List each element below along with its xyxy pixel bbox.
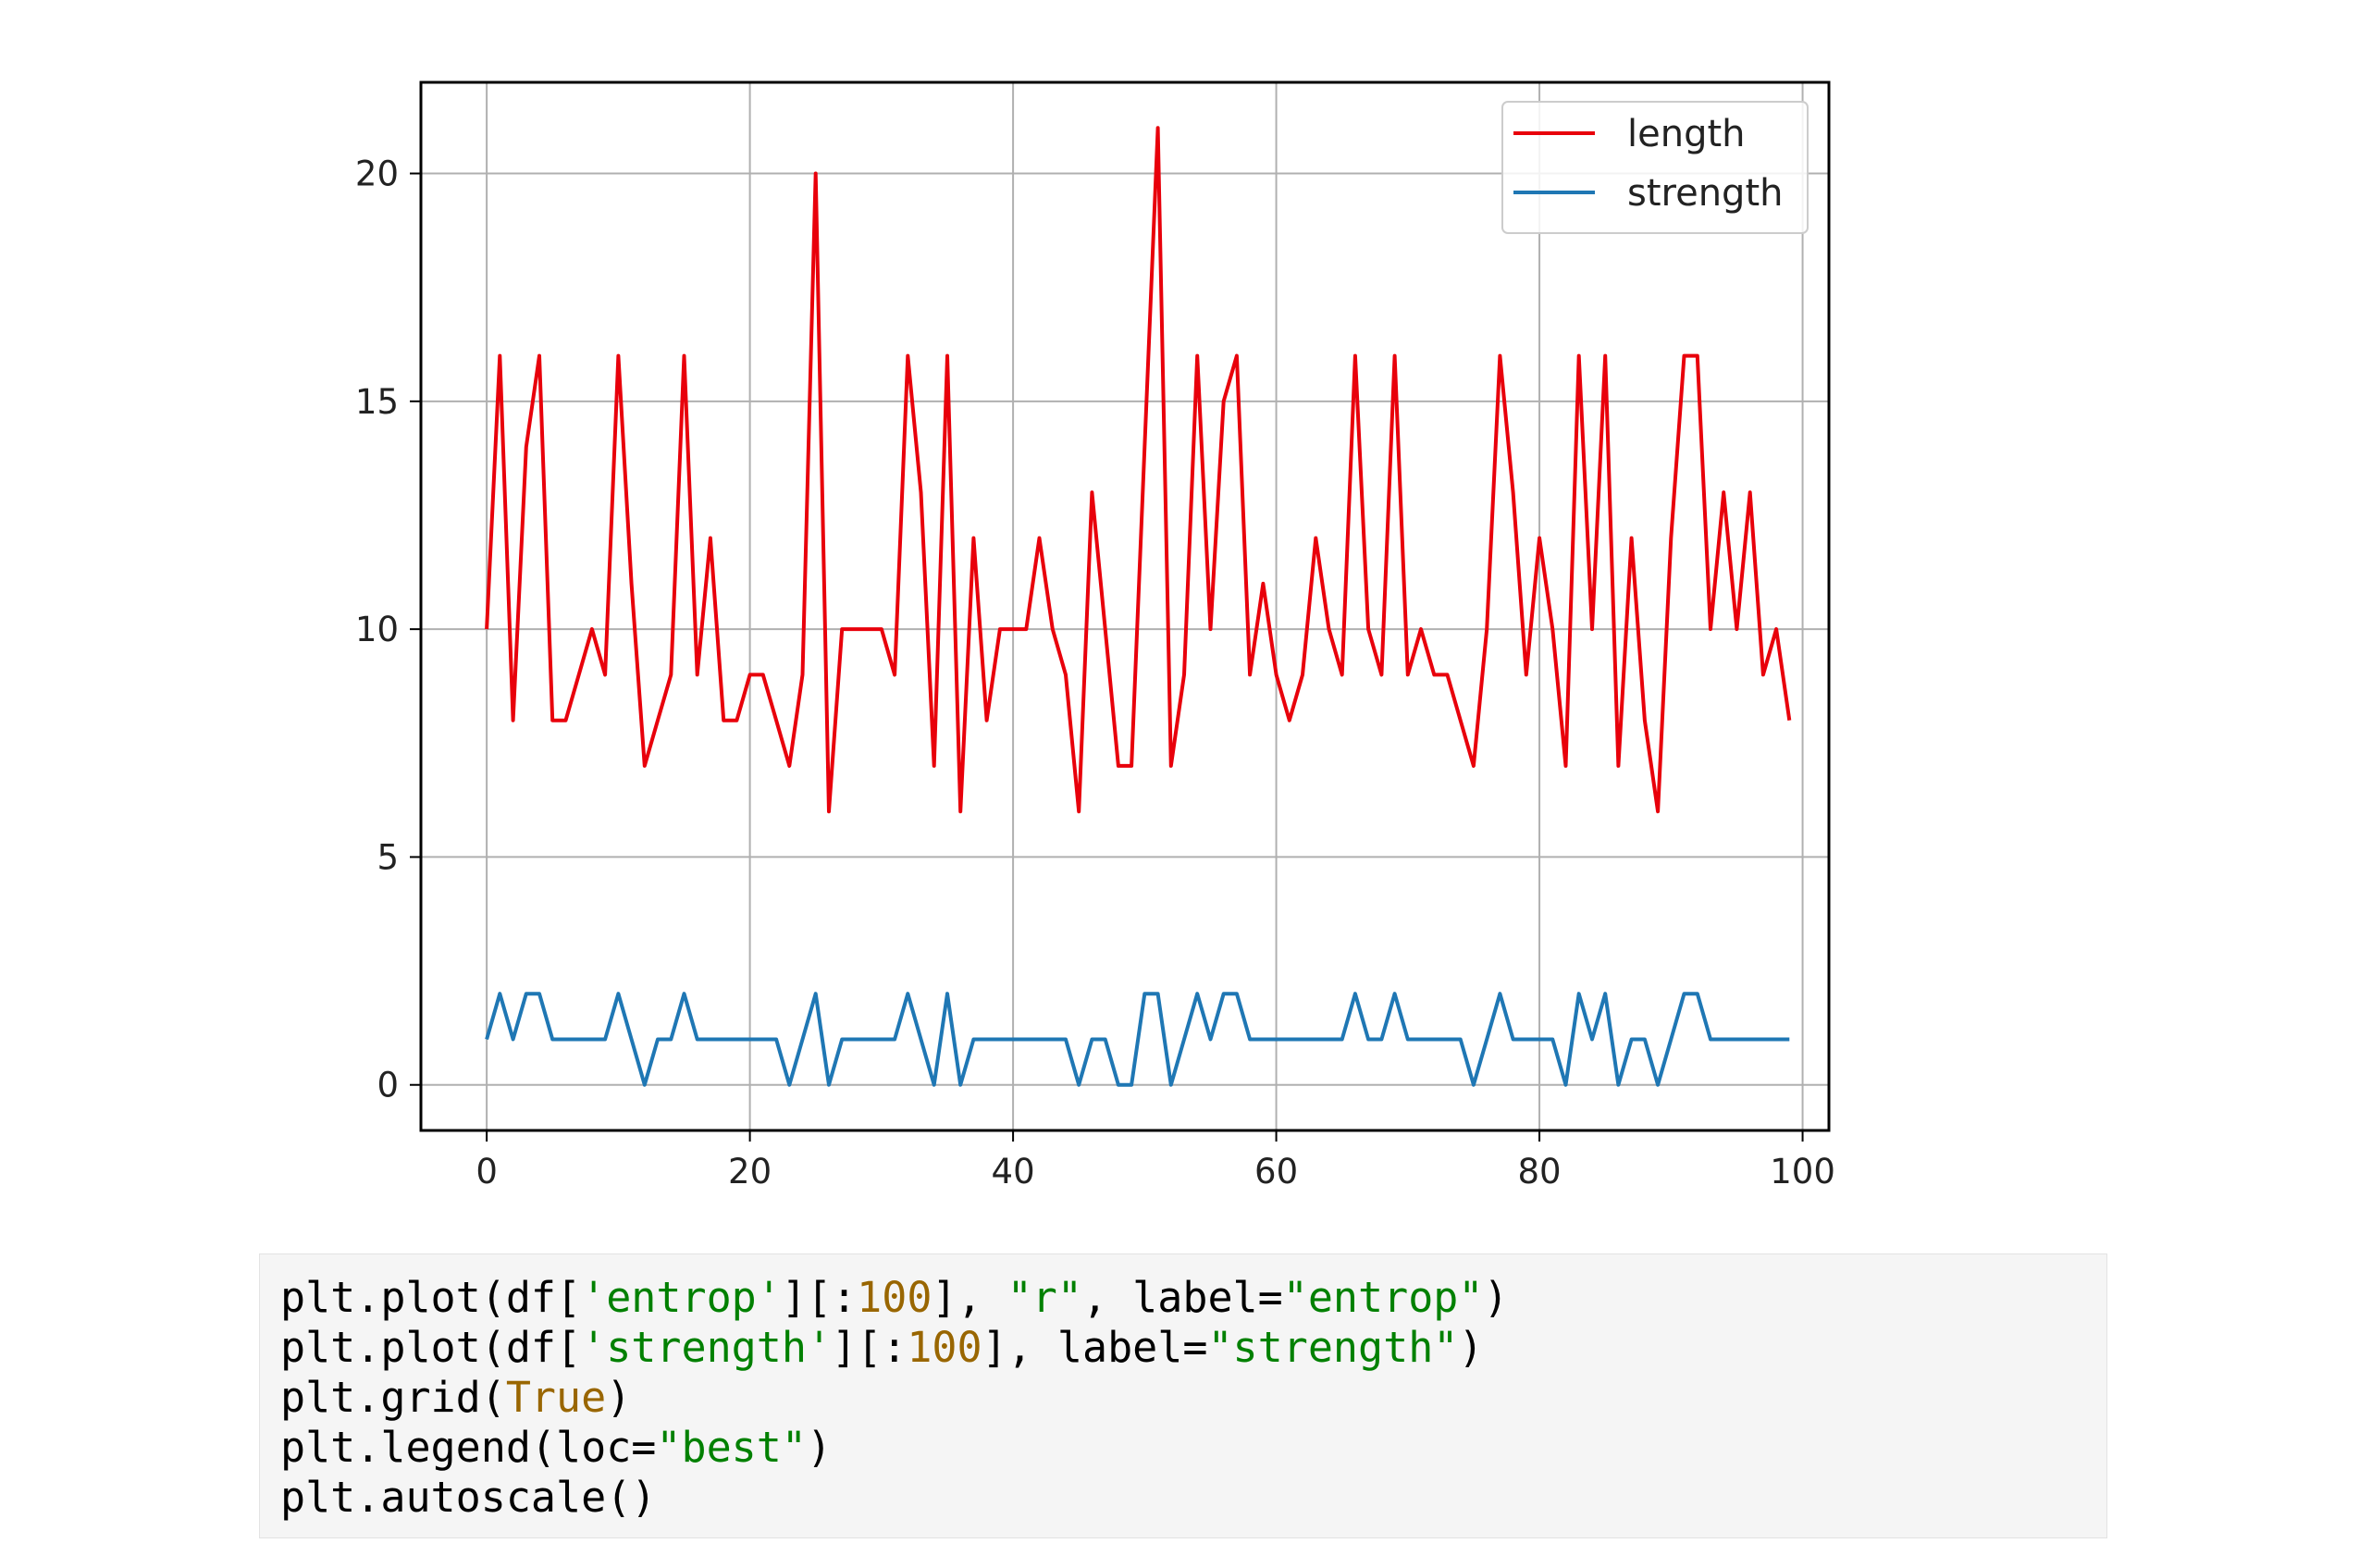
code-token: plt.autoscale() [280,1473,657,1522]
code-token: plt.grid( [280,1373,506,1422]
code-token: "entrop" [1282,1273,1484,1322]
code-token: "best" [656,1423,807,1472]
legend-entry-length: length [1627,113,1746,155]
legend: length strength [1501,101,1809,234]
code-line: plt.plot(df['entrop'][:100], "r", label=… [280,1273,1509,1322]
code-cell[interactable]: plt.plot(df['entrop'][:100], "r", label=… [259,1253,2107,1538]
code-token: ], label= [982,1323,1208,1372]
code-token: 100 [857,1273,932,1322]
code-line: plt.grid(True) [280,1373,631,1422]
code-token: "r" [1007,1273,1082,1322]
plot-frame [419,80,1831,1132]
x-tick-label: 0 [476,1152,498,1191]
code-token: 'entrop' [581,1273,782,1322]
axis-ticks: 0 20 40 60 80 100 0 5 10 15 20 [355,154,1835,1191]
code-line: plt.legend(loc="best") [280,1423,832,1472]
series-line-length [485,126,1792,814]
x-tick-label: 100 [1770,1152,1835,1191]
code-token: ][: [832,1323,908,1372]
code-token: 'strength' [581,1323,833,1372]
code-token: , label= [1081,1273,1283,1322]
x-tick-label: 60 [1254,1152,1298,1191]
code-token: ) [606,1373,632,1422]
code-line: plt.autoscale() [280,1473,656,1522]
code-token: 100 [907,1323,982,1372]
code-token: True [505,1373,607,1422]
grid [421,82,1829,1130]
y-tick-label: 10 [355,610,399,649]
x-tick-label: 20 [728,1152,772,1191]
y-tick-label: 15 [355,382,399,422]
code-token: ][: [781,1273,858,1322]
x-tick-label: 80 [1518,1152,1562,1191]
code-line: plt.plot(df['strength'][:100], label="st… [280,1323,1483,1372]
code-token: ) [1483,1273,1509,1322]
code-token: plt.plot(df[ [280,1273,582,1322]
code-block: plt.plot(df['entrop'][:100], "r", label=… [280,1273,2086,1523]
chart-area: 0 20 40 60 80 100 0 5 10 15 20 length strength [355,80,1835,1191]
x-tick-label: 40 [992,1152,1035,1191]
code-token: plt.legend(loc= [280,1423,657,1472]
code-token: ) [806,1423,833,1472]
y-tick-label: 20 [355,154,399,194]
line-chart: 0 20 40 60 80 100 0 5 10 15 20 length strength [355,80,1835,1191]
code-token: "strength" [1207,1323,1459,1372]
code-token: ) [1458,1323,1484,1372]
y-tick-label: 0 [377,1066,399,1105]
code-token: ], [932,1273,1007,1322]
series-lines [485,126,1792,1087]
y-tick-label: 5 [377,837,399,877]
code-token: plt.plot(df[ [280,1323,582,1372]
series-line-strength [485,992,1790,1087]
legend-entry-strength: strength [1627,172,1783,215]
